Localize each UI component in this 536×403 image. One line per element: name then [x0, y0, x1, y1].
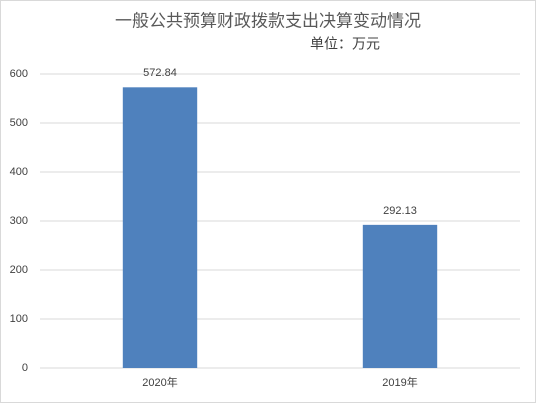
x-tick-label: 2019年 [382, 375, 417, 389]
bar [362, 224, 438, 368]
bar [122, 87, 198, 368]
chart-title: 一般公共预算财政拨款支出决算变动情况 [115, 11, 421, 30]
y-tick-label: 0 [22, 362, 28, 374]
chart-subtitle: 单位：万元 [310, 36, 380, 52]
y-tick-label: 300 [10, 215, 28, 227]
y-tick-label: 100 [10, 313, 28, 325]
y-tick-label: 400 [10, 166, 28, 178]
y-tick-label: 500 [10, 117, 28, 129]
data-label: 572.84 [143, 67, 177, 79]
y-tick-label: 200 [10, 264, 28, 276]
x-tick-label: 2020年 [142, 375, 177, 389]
data-label: 292.13 [383, 205, 417, 217]
y-tick-label: 600 [10, 68, 28, 80]
